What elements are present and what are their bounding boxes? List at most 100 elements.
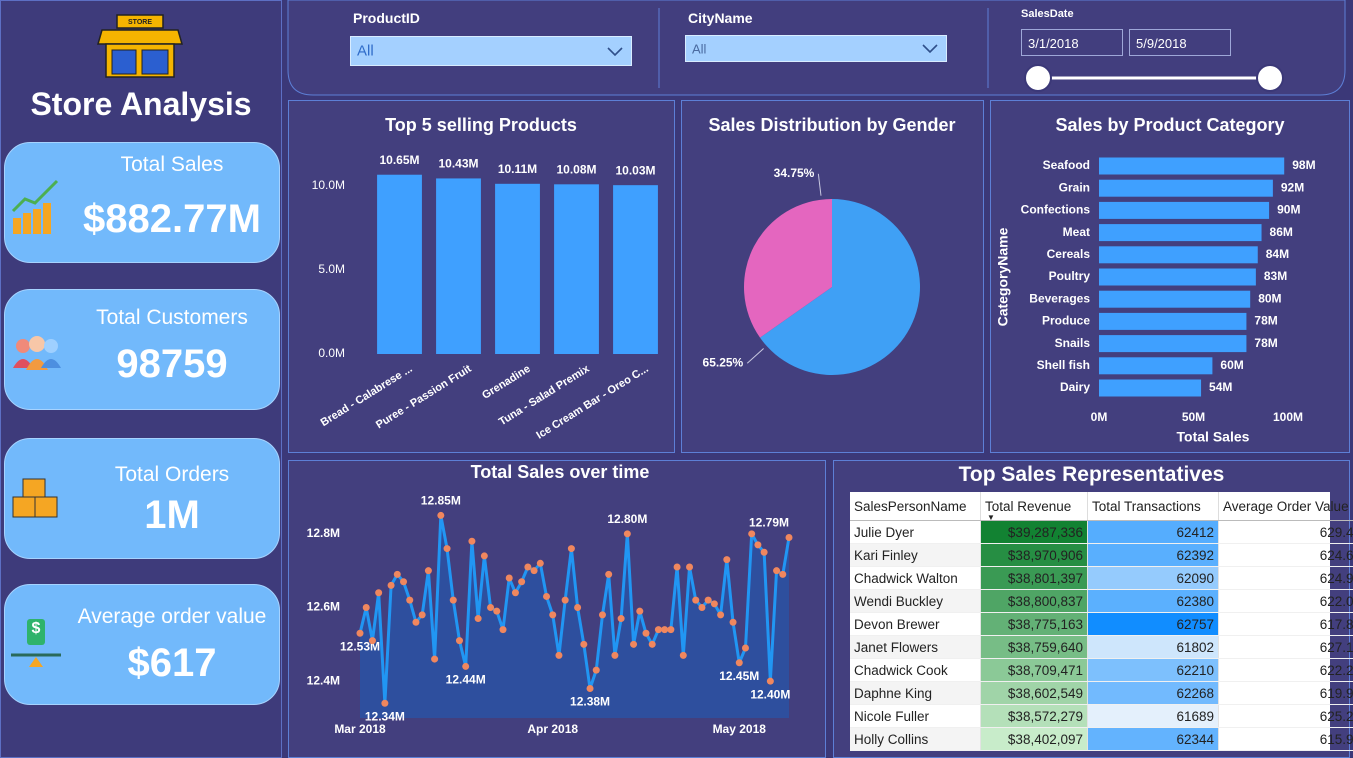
table-cell: 624.92 xyxy=(1218,566,1353,590)
marker xyxy=(766,677,774,685)
kpi-card: Total Sales $882.77M xyxy=(4,142,280,263)
marker xyxy=(729,618,737,626)
data-label: 54M xyxy=(1209,380,1232,394)
marker xyxy=(760,548,768,556)
marker xyxy=(586,685,594,693)
marker xyxy=(493,607,501,615)
table-cell: $38,801,397 xyxy=(980,566,1088,590)
marker xyxy=(630,640,638,648)
table-cell: 61689 xyxy=(1087,704,1219,728)
kpi-card: $ Average order value $617 xyxy=(4,584,280,705)
table-cell: $38,800,837 xyxy=(980,589,1088,613)
header-row: SalesPersonName Total Revenue ▼ Total Trans… xyxy=(850,492,1353,521)
data-label: 12.79M xyxy=(749,516,789,530)
bar xyxy=(1099,157,1285,175)
marker xyxy=(393,570,401,578)
marker xyxy=(375,589,383,597)
chart-title: Top 5 selling Products xyxy=(385,115,577,135)
marker xyxy=(735,659,743,667)
customers-icon xyxy=(13,336,61,370)
marker xyxy=(511,589,519,597)
marker xyxy=(686,563,694,571)
data-label: 60M xyxy=(1220,358,1243,372)
table-cell: Daphne King xyxy=(850,681,981,705)
table-cell: $39,287,336 xyxy=(980,520,1088,544)
marker xyxy=(431,655,439,663)
marker xyxy=(741,644,749,652)
data-label: 34.75% xyxy=(774,166,815,180)
sidebar-title: Store Analysis xyxy=(30,86,252,122)
kpi-value: 98759 xyxy=(116,342,228,386)
chart-title: Sales Distribution by Gender xyxy=(708,115,955,135)
city-dropdown[interactable]: All xyxy=(685,35,947,62)
data-label: 12.45M xyxy=(719,669,759,683)
date-end[interactable]: 5/9/2018 xyxy=(1129,29,1231,56)
marker xyxy=(474,615,482,623)
marker xyxy=(555,651,563,659)
data-label: 98M xyxy=(1292,158,1315,172)
data-label: 12.80M xyxy=(607,512,647,526)
table-cell: 629.48 xyxy=(1218,520,1353,544)
marker xyxy=(561,596,569,604)
table-cell: $38,602,549 xyxy=(980,681,1088,705)
data-label: 78M xyxy=(1254,336,1277,350)
marker xyxy=(679,651,687,659)
column-header: SalesPersonName xyxy=(850,492,981,521)
x-tick-label: Apr 2018 xyxy=(527,722,578,736)
table-cell: 627.16 xyxy=(1218,635,1353,659)
marker xyxy=(362,604,370,611)
slider-handle[interactable] xyxy=(1256,64,1284,92)
table-cell: Janet Flowers xyxy=(850,635,981,659)
y-tick-label: Shell fish xyxy=(1037,358,1090,372)
table-cell: 62090 xyxy=(1087,566,1219,590)
table-cell: Julie Dyer xyxy=(850,520,981,544)
bar xyxy=(1099,179,1273,197)
x-axis-label: Total Sales xyxy=(1177,429,1250,445)
slider-handle[interactable] xyxy=(1024,64,1052,92)
bar xyxy=(1099,335,1247,353)
kpi-label: Total Customers xyxy=(96,306,248,329)
date-start[interactable]: 3/1/2018 xyxy=(1021,29,1123,56)
y-tick-label: 12.4M xyxy=(307,673,340,687)
kpi-label: Average order value xyxy=(77,605,267,628)
table-cell: 619.94 xyxy=(1218,681,1353,705)
marker xyxy=(400,578,408,586)
marker xyxy=(667,626,675,634)
marker xyxy=(468,537,476,545)
table-cell: $38,402,097 xyxy=(980,727,1088,751)
data-label: 92M xyxy=(1281,180,1304,194)
marker xyxy=(443,545,451,553)
data-label: 80M xyxy=(1258,291,1281,305)
product-dropdown[interactable]: All xyxy=(350,36,632,66)
marker xyxy=(406,596,414,604)
table-cell: 615.97 xyxy=(1218,727,1353,751)
marker xyxy=(574,604,582,611)
table-cell: $38,572,279 xyxy=(980,704,1088,728)
marker xyxy=(710,600,718,608)
bar xyxy=(1099,290,1251,308)
marker xyxy=(412,618,420,626)
line xyxy=(358,513,791,705)
table-cell: 622.01 xyxy=(1218,589,1353,613)
marker xyxy=(698,604,706,611)
store-icon-text: STORE xyxy=(128,19,152,26)
y-tick-label: Dairy xyxy=(1060,380,1090,394)
table-cell: $38,970,906 xyxy=(980,543,1088,567)
x-tick-label: May 2018 xyxy=(713,722,767,736)
y-tick-label: Produce xyxy=(1042,314,1090,328)
marker xyxy=(598,611,606,619)
x-tick-label: 50M xyxy=(1182,410,1205,424)
date-text: 5/9/2018 xyxy=(1136,36,1187,51)
y-tick-label: Meat xyxy=(1063,225,1090,239)
table-cell: 62412 xyxy=(1087,520,1219,544)
bar xyxy=(1099,246,1258,264)
kpi-value: $882.77M xyxy=(83,197,261,241)
table-cell: Kari Finley xyxy=(850,543,981,567)
column-header: Total Transactions xyxy=(1087,492,1219,521)
marker xyxy=(692,596,700,604)
data-label: 86M xyxy=(1270,225,1293,239)
